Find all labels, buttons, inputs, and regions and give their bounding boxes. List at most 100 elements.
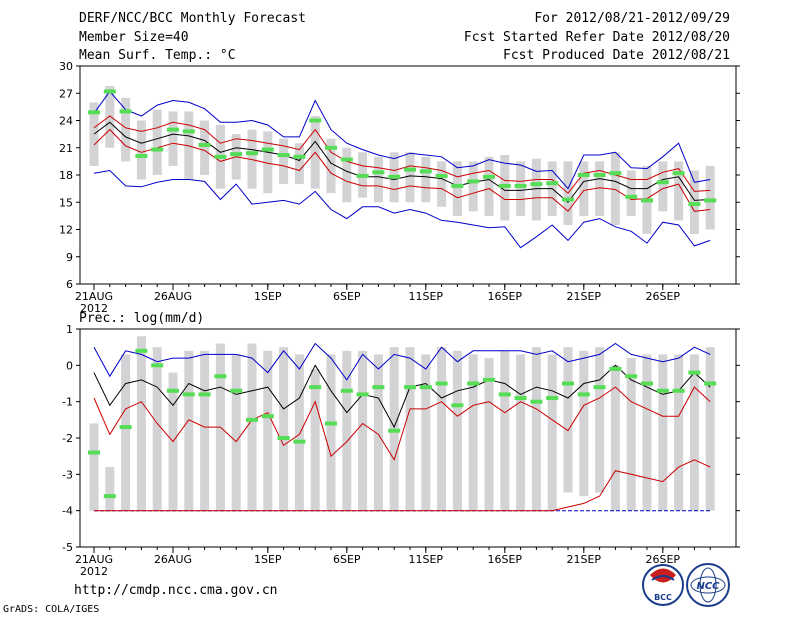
prec-box-24 (452, 350, 462, 511)
temp-observation-5 (151, 147, 164, 152)
prec-box-40 (705, 347, 715, 511)
prec-box-11 (247, 343, 257, 511)
temp-observation-6 (167, 127, 179, 132)
prec-box-22 (421, 354, 431, 511)
prec-observation-32 (577, 392, 590, 397)
prec-observation-36 (641, 381, 653, 386)
temp-box-33 (595, 161, 605, 216)
prec-ytick-label: 0 (66, 359, 73, 372)
prec-ytick-label: -3 (62, 468, 73, 481)
temp-box-5 (152, 109, 162, 175)
prec-observation-4 (135, 348, 148, 353)
prec-ytick-label: -5 (62, 541, 73, 554)
temp-observation-26 (483, 174, 495, 179)
temp-box-21 (405, 152, 415, 203)
variable-label: Mean Surf. Temp.: °C (79, 48, 236, 63)
temp-observation-9 (214, 154, 227, 159)
temp-box-23 (437, 161, 447, 207)
prec-box-5 (152, 347, 162, 511)
temp-box-38 (674, 161, 684, 221)
temp-ytick-label: 9 (66, 251, 73, 264)
prec-observation-12 (261, 414, 274, 419)
temp-observation-28 (514, 183, 527, 188)
member-size: Member Size=40 (79, 30, 189, 45)
temp-observation-18 (356, 173, 369, 178)
prec-box-12 (263, 350, 273, 511)
temp-box-40 (705, 165, 715, 230)
precipitation-title: Prec.: log(mm/d) (79, 311, 205, 326)
temp-box-32 (579, 161, 589, 216)
prec-box-1 (89, 423, 99, 511)
prec-ensemble-mean-line (93, 364, 711, 429)
ncc-logo-text: NCC (696, 581, 720, 592)
prec-observation-22 (419, 385, 432, 390)
prec-xtick-label: 21SEP (567, 553, 602, 566)
prec-observation-7 (182, 392, 195, 397)
temp-observation-19 (372, 170, 385, 175)
prec-observation-27 (498, 392, 511, 397)
temp-observation-11 (246, 151, 258, 156)
temp-spread-lower-line (93, 128, 711, 213)
temp-observation-33 (593, 173, 606, 177)
prec-observation-24 (451, 403, 464, 408)
forecast-produced-date: Fcst Produced Date 2012/08/21 (503, 48, 730, 63)
prec-box-15 (310, 368, 320, 511)
prec-observation-14 (293, 439, 306, 444)
temp-observation-39 (688, 202, 701, 207)
temp-box-13 (279, 138, 289, 185)
temp-box-24 (452, 161, 462, 216)
prec-box-38 (674, 354, 684, 511)
temp-maximum-line (93, 90, 711, 190)
prec-observation-3 (119, 425, 132, 430)
temp-observation-17 (340, 157, 353, 162)
prec-observation-17 (340, 388, 353, 393)
prec-observation-6 (167, 388, 179, 393)
temp-observation-2 (103, 89, 116, 94)
temp-observation-34 (609, 171, 622, 176)
chart-title: DERF/NCC/BCC Monthly Forecast (79, 11, 306, 26)
prec-year-label: 2012 (80, 565, 108, 578)
temp-observation-27 (498, 183, 511, 188)
prec-observation-11 (246, 417, 258, 422)
temp-box-25 (468, 161, 478, 212)
temp-box-3 (121, 97, 131, 162)
temp-box-28 (516, 161, 526, 216)
prec-box-19 (373, 354, 383, 511)
temp-observation-15 (309, 118, 322, 123)
website-url[interactable]: http://cmdp.ncc.cma.gov.cn (74, 583, 278, 598)
prec-box-2 (105, 467, 115, 511)
temp-xtick-label: 11SEP (409, 290, 444, 303)
temp-observation-23 (435, 173, 448, 178)
forecast-start-date: Fcst Started Refer Date 2012/08/20 (463, 30, 730, 45)
temp-observation-38 (672, 171, 685, 176)
temp-observation-3 (119, 109, 132, 114)
temp-observation-1 (88, 110, 100, 115)
prec-box-3 (121, 354, 131, 511)
temp-xtick-label: 21SEP (567, 290, 602, 303)
prec-box-7 (184, 350, 194, 511)
prec-ytick-label: -2 (62, 432, 73, 445)
temp-xtick-label: 26SEP (646, 290, 681, 303)
prec-xtick-label: 11SEP (409, 553, 444, 566)
temp-box-4 (136, 120, 146, 180)
temp-observation-30 (546, 181, 559, 186)
prec-box-26 (484, 358, 494, 511)
prec-box-35 (626, 358, 636, 511)
prec-xtick-label: 21AUG (75, 553, 113, 566)
prec-xtick-label: 16SEP (488, 553, 523, 566)
temp-ytick-label: 12 (59, 224, 73, 237)
temp-observation-35 (625, 194, 638, 199)
temp-observation-7 (182, 129, 195, 134)
temp-ytick-label: 6 (66, 278, 73, 291)
prec-observation-1 (88, 450, 100, 455)
prec-observation-16 (325, 421, 337, 426)
prec-observation-29 (530, 399, 543, 404)
temp-observation-13 (277, 153, 290, 158)
prec-observation-40 (704, 381, 717, 386)
prec-observation-15 (309, 385, 322, 390)
temp-ytick-label: 18 (59, 169, 73, 182)
bcc-logo: BCC (642, 564, 684, 606)
grads-credit: GrADS: COLA/IGES (3, 604, 100, 615)
prec-box-10 (231, 354, 241, 511)
prec-observation-9 (214, 374, 227, 379)
